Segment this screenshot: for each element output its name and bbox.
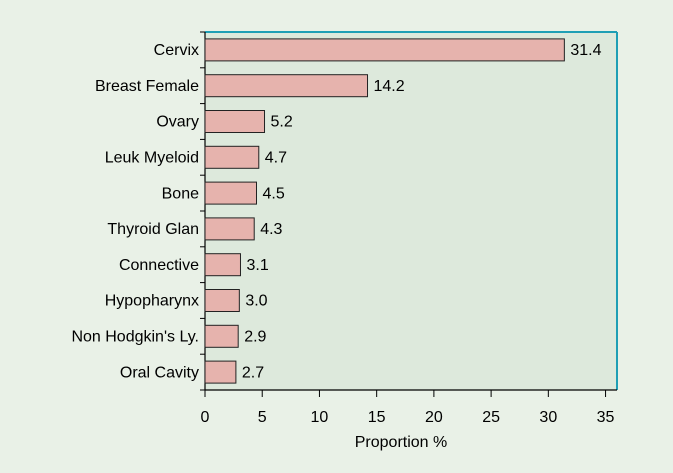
y-tick-label: Leuk Myeloid (105, 150, 199, 167)
value-label: 5.2 (271, 114, 293, 131)
y-tick-label: Thyroid Glan (107, 221, 199, 238)
y-tick-label: Bone (162, 185, 199, 202)
bar (204, 324, 239, 348)
x-tick-label: 10 (311, 409, 329, 426)
value-label: 2.9 (244, 329, 266, 346)
y-tick-label: Connective (119, 257, 199, 274)
x-tick-label: 25 (482, 409, 500, 426)
value-label: 14.2 (374, 78, 405, 95)
bar (204, 38, 565, 62)
value-label: 3.0 (245, 293, 267, 310)
bar (204, 289, 240, 312)
x-tick-label: 15 (368, 409, 386, 426)
value-label: 4.5 (263, 185, 285, 202)
bar (204, 217, 255, 241)
bar (204, 360, 237, 384)
value-label: 4.7 (265, 150, 287, 167)
x-tick-label: 20 (425, 409, 443, 426)
bar (204, 145, 260, 169)
bar (204, 74, 369, 98)
y-tick-label: Cervix (154, 42, 199, 59)
value-label: 3.1 (246, 257, 268, 274)
value-label: 4.3 (260, 221, 282, 238)
value-label: 31.4 (570, 42, 601, 59)
bar (204, 110, 266, 133)
y-tick-label: Ovary (156, 114, 199, 131)
y-tick-label: Non Hodgkin's Ly. (71, 329, 199, 346)
x-tick-label: 30 (539, 409, 557, 426)
y-tick-label: Hypopharynx (105, 293, 199, 310)
bar (204, 253, 241, 277)
x-axis-label: Proportion % (355, 434, 448, 451)
x-tick-label: 0 (201, 409, 210, 426)
bar (204, 181, 257, 205)
y-tick-label: Oral Cavity (120, 364, 199, 381)
value-label: 2.7 (242, 364, 264, 381)
y-tick-label: Breast Female (95, 78, 199, 95)
x-tick-label: 5 (258, 409, 267, 426)
x-tick-label: 35 (597, 409, 615, 426)
